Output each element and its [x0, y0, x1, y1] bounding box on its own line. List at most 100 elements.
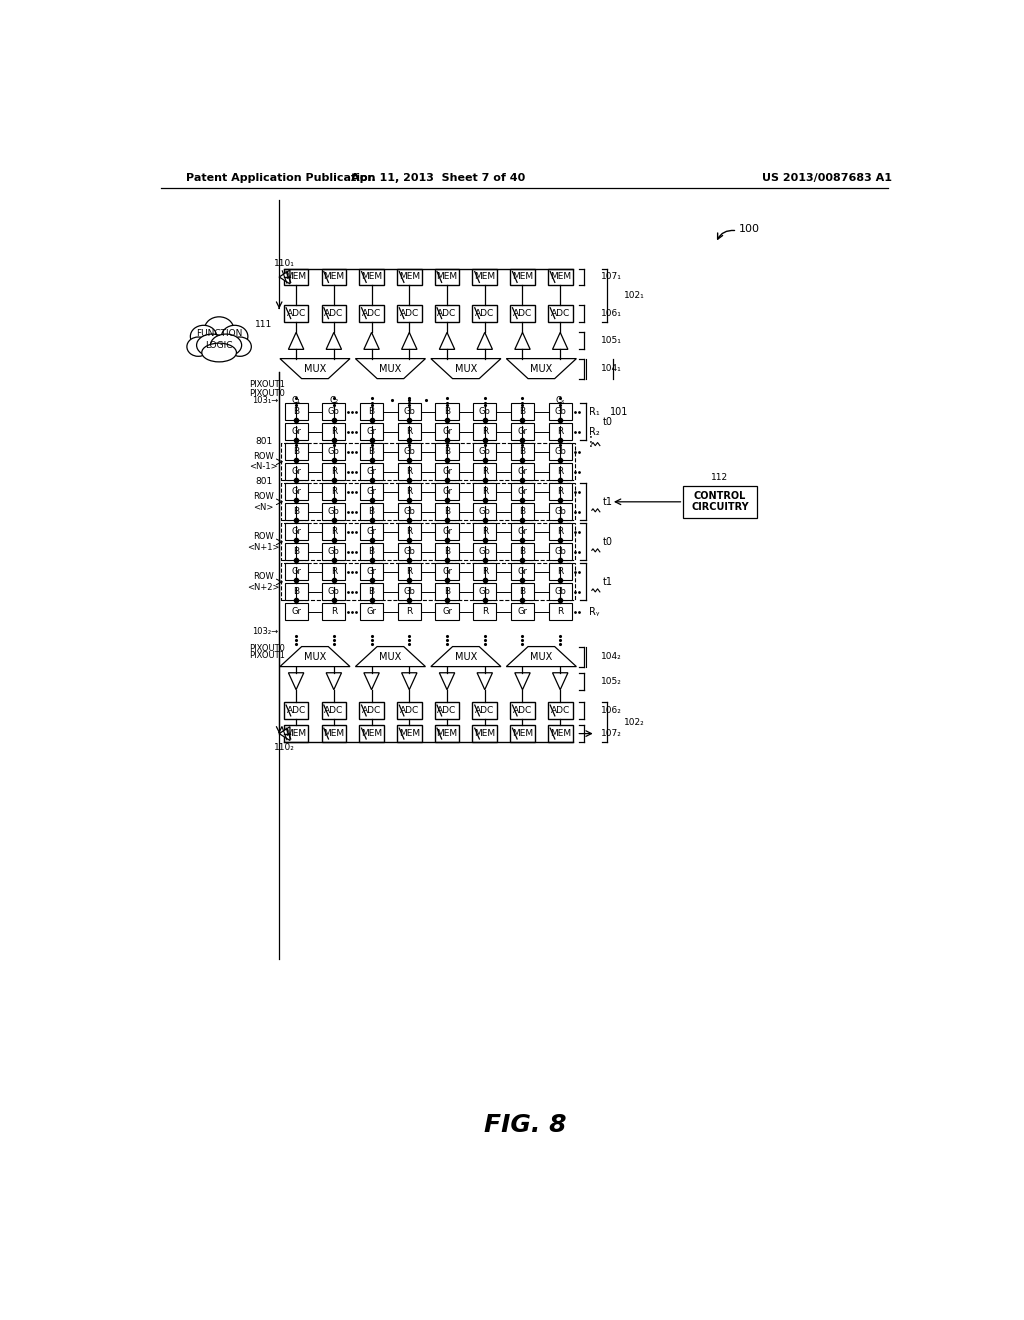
FancyBboxPatch shape: [360, 544, 383, 561]
Text: 107₂: 107₂: [601, 729, 622, 738]
Text: t1: t1: [602, 496, 612, 507]
Text: R: R: [407, 428, 413, 436]
Text: R: R: [557, 568, 563, 577]
Text: 104₁: 104₁: [601, 364, 622, 374]
Text: R: R: [557, 467, 563, 477]
FancyBboxPatch shape: [473, 564, 497, 581]
Text: CONTROL: CONTROL: [694, 491, 746, 502]
Text: R: R: [481, 487, 487, 496]
Polygon shape: [401, 333, 417, 350]
Text: R: R: [481, 607, 487, 616]
Text: ADC: ADC: [287, 706, 306, 715]
Text: Rᵧ: Rᵧ: [589, 607, 599, 616]
Text: LOGIC: LOGIC: [206, 341, 232, 350]
FancyBboxPatch shape: [548, 725, 572, 742]
FancyBboxPatch shape: [360, 463, 383, 480]
Text: Gr: Gr: [291, 528, 301, 536]
Text: Gr: Gr: [517, 607, 527, 616]
FancyBboxPatch shape: [549, 424, 571, 441]
Text: B: B: [519, 548, 525, 556]
Polygon shape: [515, 333, 530, 350]
Polygon shape: [439, 673, 455, 689]
Text: 107₁: 107₁: [601, 272, 622, 281]
FancyBboxPatch shape: [435, 603, 459, 620]
FancyBboxPatch shape: [472, 702, 497, 719]
Text: ADC: ADC: [551, 309, 569, 318]
FancyBboxPatch shape: [397, 305, 422, 322]
FancyBboxPatch shape: [435, 544, 459, 561]
Text: Gr: Gr: [367, 428, 377, 436]
FancyBboxPatch shape: [323, 503, 345, 520]
FancyBboxPatch shape: [397, 725, 422, 742]
FancyBboxPatch shape: [397, 503, 421, 520]
Text: R: R: [481, 528, 487, 536]
FancyBboxPatch shape: [435, 483, 459, 500]
Polygon shape: [364, 333, 379, 350]
FancyBboxPatch shape: [548, 305, 572, 322]
Text: Gr: Gr: [291, 487, 301, 496]
Text: ADC: ADC: [361, 309, 381, 318]
Text: Gb: Gb: [328, 587, 340, 597]
FancyBboxPatch shape: [472, 725, 497, 742]
Text: Gr: Gr: [442, 528, 452, 536]
Text: MEM: MEM: [436, 729, 458, 738]
FancyBboxPatch shape: [511, 404, 535, 420]
Text: B: B: [519, 447, 525, 457]
Text: Gb: Gb: [328, 447, 340, 457]
FancyBboxPatch shape: [323, 444, 345, 461]
Ellipse shape: [221, 325, 248, 347]
Text: MEM: MEM: [550, 272, 570, 281]
Text: R: R: [331, 528, 337, 536]
Text: R₁: R₁: [589, 407, 599, 417]
FancyBboxPatch shape: [510, 725, 535, 742]
Text: MEM: MEM: [474, 729, 496, 738]
Text: ADC: ADC: [325, 309, 343, 318]
FancyBboxPatch shape: [322, 305, 346, 322]
FancyBboxPatch shape: [397, 702, 422, 719]
Text: ADC: ADC: [325, 706, 343, 715]
Text: Gb: Gb: [328, 548, 340, 556]
Text: 100: 100: [739, 224, 760, 234]
Text: B: B: [444, 548, 451, 556]
Text: 111: 111: [255, 321, 272, 329]
Text: MEM: MEM: [361, 272, 382, 281]
FancyBboxPatch shape: [435, 564, 459, 581]
Text: R: R: [331, 467, 337, 477]
Text: MUX: MUX: [455, 363, 477, 374]
FancyBboxPatch shape: [511, 544, 535, 561]
FancyBboxPatch shape: [285, 564, 307, 581]
FancyBboxPatch shape: [511, 483, 535, 500]
Text: Gr: Gr: [291, 467, 301, 477]
FancyBboxPatch shape: [360, 564, 383, 581]
FancyBboxPatch shape: [472, 268, 497, 285]
Text: MUX: MUX: [530, 363, 553, 374]
FancyBboxPatch shape: [549, 564, 571, 581]
Text: ROW
<N>: ROW <N>: [253, 492, 273, 512]
Text: 103₁→: 103₁→: [252, 396, 279, 405]
Text: R₂: R₂: [589, 426, 599, 437]
Text: MEM: MEM: [361, 729, 382, 738]
Text: ADC: ADC: [475, 706, 495, 715]
Text: R: R: [481, 467, 487, 477]
Text: B: B: [369, 408, 375, 416]
Text: R: R: [557, 487, 563, 496]
Polygon shape: [515, 673, 530, 689]
FancyBboxPatch shape: [511, 463, 535, 480]
FancyBboxPatch shape: [285, 524, 307, 540]
FancyBboxPatch shape: [549, 444, 571, 461]
FancyBboxPatch shape: [285, 544, 307, 561]
Polygon shape: [280, 271, 290, 284]
Text: ADC: ADC: [551, 706, 569, 715]
Text: B: B: [369, 587, 375, 597]
FancyBboxPatch shape: [397, 404, 421, 420]
Text: PIXOUT0: PIXOUT0: [249, 389, 285, 397]
FancyBboxPatch shape: [285, 603, 307, 620]
Text: B: B: [369, 447, 375, 457]
FancyBboxPatch shape: [284, 725, 308, 742]
Text: B: B: [293, 548, 299, 556]
Polygon shape: [506, 647, 577, 667]
FancyBboxPatch shape: [510, 305, 535, 322]
FancyBboxPatch shape: [549, 463, 571, 480]
FancyBboxPatch shape: [284, 268, 308, 285]
Text: MUX: MUX: [530, 652, 553, 661]
